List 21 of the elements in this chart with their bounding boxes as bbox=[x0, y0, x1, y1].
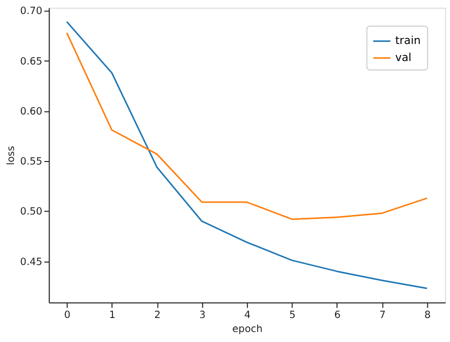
x-tick-label: 7 bbox=[379, 310, 386, 321]
x-tick-label: 8 bbox=[424, 310, 431, 321]
legend-label: train bbox=[395, 34, 421, 48]
line-series bbox=[66, 32, 428, 220]
x-tick-label: 6 bbox=[334, 310, 341, 321]
y-tick-label: 0.65 bbox=[20, 56, 42, 68]
x-tick-label: 3 bbox=[199, 310, 206, 321]
legend-label: val bbox=[395, 50, 412, 64]
x-tick-label: 4 bbox=[244, 310, 251, 321]
y-axis-title: loss bbox=[6, 146, 18, 166]
x-tick-label: 5 bbox=[289, 310, 296, 321]
x-tick-label: 0 bbox=[64, 310, 70, 321]
y-tick-label: 0.55 bbox=[20, 156, 42, 168]
x-tick-label: 1 bbox=[109, 310, 116, 321]
x-axis-title: epoch bbox=[232, 324, 263, 335]
line-series bbox=[66, 21, 428, 290]
y-tick-label: 0.70 bbox=[20, 6, 42, 18]
y-tick-label: 0.60 bbox=[20, 106, 42, 118]
y-tick-label: 0.45 bbox=[20, 256, 42, 268]
y-tick-label: 0.50 bbox=[20, 206, 42, 218]
x-tick-label: 2 bbox=[154, 310, 161, 321]
